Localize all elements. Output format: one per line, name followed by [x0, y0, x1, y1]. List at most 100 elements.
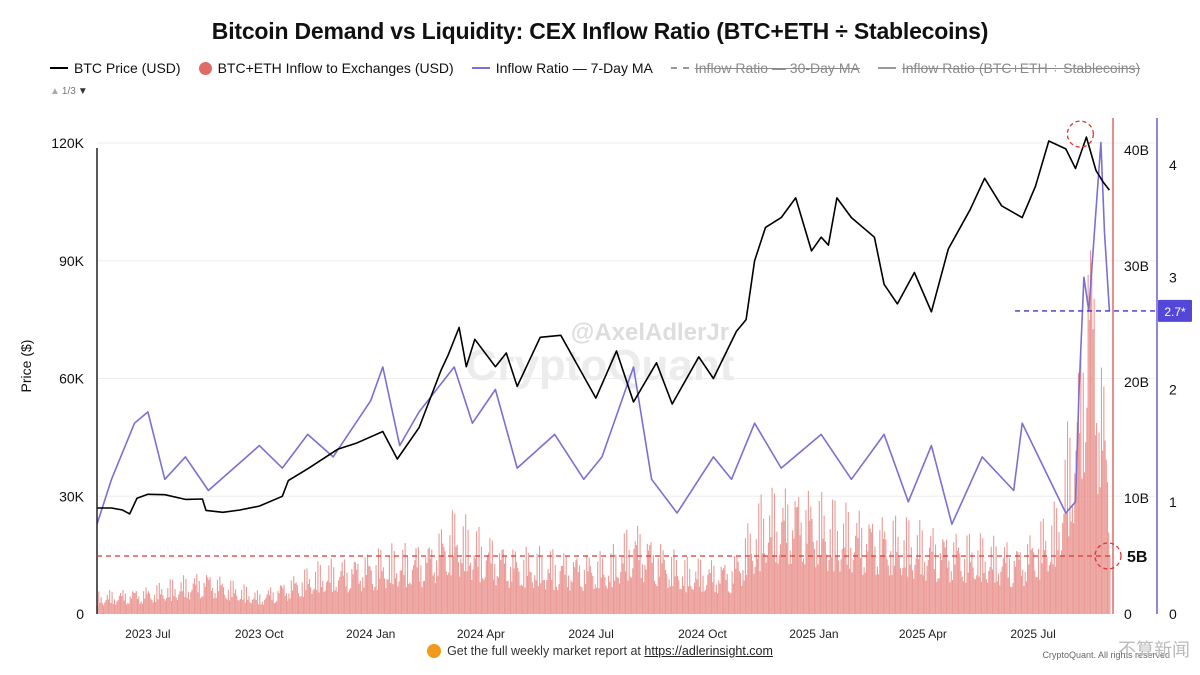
inflow-bar	[178, 594, 180, 614]
inflow-bar	[505, 556, 507, 614]
inflow-bar	[427, 548, 429, 614]
inflow-bar	[863, 567, 865, 614]
inflow-bar	[890, 551, 892, 614]
inflow-bar	[608, 575, 610, 614]
inflow-bar	[105, 600, 107, 614]
inflow-bar	[353, 561, 355, 614]
inflow-bar	[1036, 577, 1038, 614]
inflow-bar	[336, 591, 338, 614]
inflow-bar	[388, 555, 390, 614]
footer: Get the full weekly market report at htt…	[0, 644, 1200, 658]
inflow-bar	[641, 564, 644, 614]
pager-up-icon[interactable]: ▲	[50, 86, 60, 97]
inflow-bar	[610, 553, 612, 614]
inflow-bar	[560, 566, 562, 614]
legend-label: BTC Price (USD)	[74, 60, 181, 76]
inflow-bar	[670, 556, 673, 614]
inflow-bar	[413, 565, 415, 614]
inflow-bar	[374, 587, 376, 614]
inflow-bar	[638, 560, 640, 614]
inflow-bar	[800, 522, 802, 614]
inflow-bar	[818, 500, 820, 614]
inflow-bar	[936, 581, 938, 614]
inflow-bar	[354, 562, 357, 614]
inflow-bar	[438, 533, 440, 614]
inflow-bar	[156, 585, 158, 614]
inflow-bar	[331, 591, 334, 614]
inflow-bar	[254, 592, 256, 614]
inflow-bar	[307, 583, 309, 614]
legend-item-ratio-raw[interactable]: Inflow Ratio (BTC+ETH ÷ Stablecoins)	[877, 60, 1140, 76]
inflow-bar	[1030, 549, 1032, 614]
inflow-bar	[924, 561, 926, 614]
report-link[interactable]: https://adlerinsight.com	[644, 644, 773, 658]
inflow-bar	[788, 564, 790, 614]
inflow-bar	[113, 599, 116, 614]
inflow-bar	[629, 576, 631, 614]
inflow-bar	[1069, 437, 1071, 614]
inflow-bar	[895, 515, 897, 614]
inflow-bar	[252, 599, 254, 614]
inflow-bar	[1016, 550, 1018, 614]
inflow-bar	[578, 565, 581, 614]
inflow-bar	[943, 541, 945, 614]
inflow-bar	[852, 560, 854, 614]
inflow-bar	[686, 556, 688, 614]
inflow-bar	[485, 560, 487, 614]
inflow-bar	[1088, 320, 1090, 614]
inflow-bar	[552, 549, 554, 614]
inflow-bar	[341, 562, 343, 614]
inflow-bar	[232, 580, 234, 614]
inflow-bar	[546, 580, 548, 614]
inflow-bar	[310, 587, 312, 614]
legend-item-ratio-7d[interactable]: Inflow Ratio — 7-Day MA	[471, 60, 653, 76]
inflow-bar	[957, 547, 960, 614]
inflow-bar	[244, 602, 246, 614]
inflow-bar	[600, 577, 602, 614]
pager-text: 1/3	[61, 86, 76, 97]
inflow-bar	[817, 564, 819, 614]
inflow-bar	[337, 580, 340, 614]
inflow-bar	[385, 588, 387, 614]
inflow-bar	[621, 556, 623, 614]
inflow-bar	[878, 574, 880, 614]
inflow-bar	[530, 572, 532, 614]
ratio-tick-label: 2	[1169, 382, 1177, 398]
inflow-bar	[172, 579, 174, 614]
inflow-bar	[968, 533, 970, 614]
inflow-bar	[934, 544, 937, 614]
inflow-bar	[360, 591, 363, 614]
legend-item-inflow[interactable]: BTC+ETH Inflow to Exchanges (USD)	[198, 60, 454, 76]
inflow-bar	[870, 532, 872, 614]
inflow-bar	[403, 574, 405, 614]
inflow-bar	[276, 600, 278, 614]
inflow-bar	[159, 594, 162, 614]
legend-item-ratio-30d[interactable]: Inflow Ratio — 30-Day MA	[670, 60, 860, 76]
inflow-bar	[291, 590, 294, 614]
inflow-bar	[357, 563, 359, 614]
inflow-bar	[811, 518, 813, 614]
inflow-bar	[494, 563, 496, 614]
inflow-bar	[158, 582, 160, 614]
inflow-bar	[605, 586, 607, 614]
inflow-bar	[601, 558, 604, 614]
inflow-bar	[180, 582, 182, 614]
inflow-bars	[97, 250, 1111, 614]
inflow-bar	[322, 581, 324, 614]
x-tick-label: 2023 Jul	[125, 627, 170, 641]
inflow-bar	[921, 530, 923, 614]
inflow-bar	[1041, 563, 1043, 614]
inflow-bar	[787, 504, 789, 614]
inflow-bar	[450, 575, 452, 614]
inflow-bar	[704, 589, 707, 614]
inflow-bar	[703, 591, 705, 614]
inflow-bar	[583, 569, 585, 614]
legend-item-btc-price[interactable]: BTC Price (USD)	[50, 60, 181, 76]
pager-down-icon[interactable]: ▼	[77, 86, 88, 97]
inflow-bar	[152, 602, 154, 614]
inflow-bar	[162, 595, 164, 614]
inflow-bar	[327, 580, 329, 614]
inflow-bar	[640, 577, 642, 614]
ratio-tick-label: 3	[1169, 269, 1177, 285]
inflow-bar	[305, 590, 307, 614]
